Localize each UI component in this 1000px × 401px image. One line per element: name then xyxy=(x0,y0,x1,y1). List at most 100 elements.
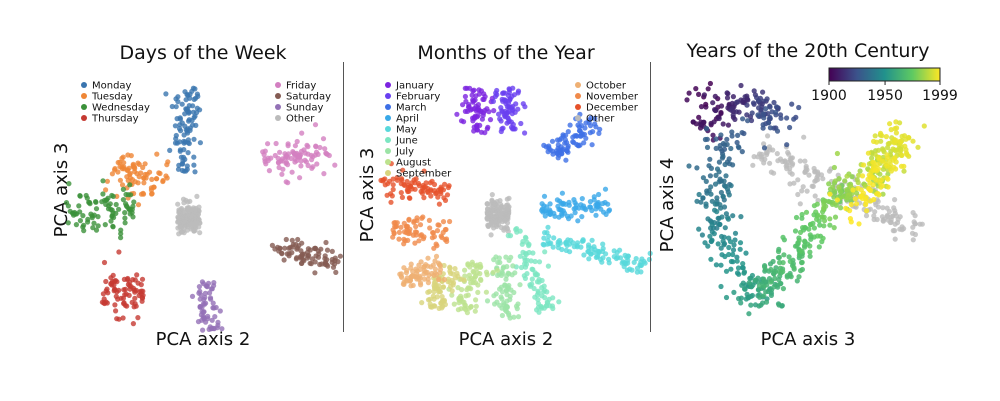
data-point xyxy=(95,223,101,229)
data-point xyxy=(798,248,804,254)
series-june xyxy=(505,226,562,315)
data-point xyxy=(449,292,455,298)
data-point xyxy=(200,327,206,333)
data-point xyxy=(517,228,523,234)
data-point xyxy=(728,258,735,265)
data-point xyxy=(832,214,839,220)
data-point xyxy=(491,293,497,299)
legend-label: August xyxy=(396,158,431,169)
data-point xyxy=(850,187,856,193)
data-point xyxy=(910,237,916,243)
data-point xyxy=(696,191,702,198)
data-point xyxy=(756,283,763,289)
data-point xyxy=(431,280,437,286)
data-point xyxy=(524,271,530,277)
data-point xyxy=(447,218,453,225)
data-point xyxy=(694,198,700,204)
data-point xyxy=(394,177,400,183)
data-point xyxy=(806,172,812,178)
data-point xyxy=(398,181,404,187)
data-point xyxy=(197,288,203,294)
data-point xyxy=(119,182,126,188)
data-point xyxy=(286,253,292,259)
data-point xyxy=(312,122,319,128)
x-axis-label: PCA axis 3 xyxy=(761,329,856,350)
data-point xyxy=(451,301,457,307)
data-point xyxy=(497,198,503,204)
data-point xyxy=(762,264,768,270)
data-point xyxy=(189,221,195,227)
data-point xyxy=(266,168,272,174)
data-point xyxy=(446,183,452,189)
legend-marker xyxy=(575,82,581,88)
data-point xyxy=(726,156,732,162)
data-point xyxy=(104,300,110,306)
series-december xyxy=(378,161,452,207)
data-point xyxy=(785,149,791,156)
data-point xyxy=(87,201,93,207)
data-point xyxy=(581,252,587,258)
data-point xyxy=(844,195,851,201)
data-point xyxy=(436,289,442,295)
data-point xyxy=(872,209,878,215)
data-point xyxy=(700,195,706,201)
data-point xyxy=(887,219,894,226)
data-point xyxy=(494,299,500,305)
data-point xyxy=(572,210,578,216)
data-point xyxy=(738,82,744,89)
data-point xyxy=(555,155,561,161)
data-point xyxy=(724,186,731,192)
data-point xyxy=(298,163,304,169)
data-point xyxy=(504,273,510,279)
data-point xyxy=(113,308,119,314)
data-point xyxy=(488,232,494,238)
legend-item-january: January xyxy=(385,81,434,92)
data-point xyxy=(761,115,767,121)
data-point xyxy=(742,286,748,292)
legend-item-march: March xyxy=(385,103,426,114)
data-point xyxy=(581,140,587,146)
chart-title: Years of the 20th Century xyxy=(686,40,930,62)
data-point xyxy=(498,118,504,124)
data-point xyxy=(763,106,769,112)
data-point xyxy=(707,156,713,162)
data-point xyxy=(495,259,501,265)
data-point xyxy=(100,178,106,184)
data-point xyxy=(515,106,521,112)
data-point xyxy=(554,197,561,203)
data-point xyxy=(265,141,271,147)
data-point xyxy=(755,279,761,285)
data-point xyxy=(442,197,449,203)
data-point xyxy=(207,324,213,330)
data-point xyxy=(436,201,442,207)
data-point xyxy=(436,277,442,283)
data-point xyxy=(731,289,737,295)
data-point xyxy=(407,278,413,284)
data-point xyxy=(781,252,787,258)
data-point xyxy=(469,259,475,265)
data-point xyxy=(471,276,477,282)
data-point xyxy=(863,202,869,208)
data-point xyxy=(392,223,398,230)
data-point xyxy=(780,286,787,292)
data-point xyxy=(912,221,918,227)
data-point xyxy=(801,134,807,140)
data-point xyxy=(454,111,460,117)
legend-marker xyxy=(385,104,391,110)
data-point xyxy=(745,118,751,124)
data-point xyxy=(740,98,746,104)
legend-marker xyxy=(385,159,391,165)
data-point xyxy=(205,313,211,319)
data-point xyxy=(888,168,895,174)
series-other xyxy=(175,193,203,237)
data-point xyxy=(449,288,455,294)
data-point xyxy=(491,108,497,114)
data-point xyxy=(196,284,202,290)
data-point xyxy=(282,245,288,251)
data-point xyxy=(761,293,767,299)
data-point xyxy=(892,228,898,234)
data-point xyxy=(178,210,184,216)
data-point xyxy=(88,211,94,217)
data-point xyxy=(112,287,118,293)
data-point xyxy=(642,260,648,266)
